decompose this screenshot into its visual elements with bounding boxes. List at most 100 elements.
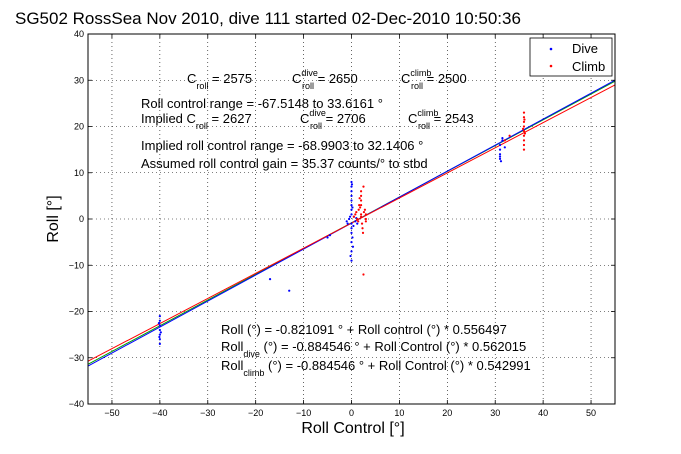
c-roll-annotation: Croll = 2575 [187,71,252,91]
x-axis-label: Roll Control [°] [301,420,404,437]
x-tick-label: −50 [104,408,119,418]
data-point-dive [158,335,161,339]
data-point-climb [522,130,526,133]
fit-equation-all: Roll (°) = -0.821091 ° + Roll control (°… [221,322,507,337]
data-point-dive [351,236,354,239]
data-point-climb [522,111,526,114]
implied-roll-control-range: Implied roll control range = -68.9903 to… [141,138,423,153]
y-tick-label: 30 [74,75,84,85]
data-point-climb [522,120,526,123]
chart-title: SG502 RossSea Nov 2010, dive 111 started… [15,9,521,28]
x-tick-label: 0 [349,408,354,418]
data-point-climb [361,227,364,230]
data-point-dive [350,241,353,244]
data-point-climb [352,215,355,218]
assumed-roll-control-gain: Assumed roll control gain = 35.37 counts… [141,156,428,171]
data-point-dive [288,289,291,292]
implied-c-roll-dive: Cdive roll = 2706 [300,108,366,131]
x-tick-label: 40 [538,408,548,418]
y-tick-label: −10 [69,260,84,270]
data-point-dive [350,199,353,202]
data-point-dive [345,220,348,223]
data-point-dive [498,143,502,147]
implied-c-roll-climb: Cclimb roll = 2543 [408,108,474,131]
data-point-dive [158,319,161,322]
data-point-dive [350,231,353,234]
data-point-climb [359,204,363,207]
y-tick-label: −40 [69,399,84,409]
implied-c-roll: Implied Croll = 2627 [141,111,252,131]
legend-label-climb: Climb [572,59,605,74]
data-point-dive [503,146,506,149]
data-point-dive [350,190,353,193]
data-point-dive [346,222,349,225]
data-point-dive [350,204,353,207]
data-point-dive [354,220,357,223]
data-point-dive [159,331,162,334]
data-point-dive [348,215,352,218]
data-point-dive [356,222,359,225]
data-point-climb [359,190,363,193]
data-point-climb [361,231,365,234]
data-point-climb [523,118,526,121]
y-tick-label: 10 [74,168,84,178]
x-tick-label: −10 [296,408,311,418]
data-point-dive [351,206,354,209]
data-point-climb [356,217,359,221]
data-point-climb [363,208,367,211]
legend-label-dive: Dive [572,41,598,56]
y-tick-label: −30 [69,353,84,363]
data-point-climb [523,132,527,135]
data-point-climb [355,210,358,214]
data-point-dive [351,245,355,248]
fit-equation-dive: Rolldive (°) = -0.884546 ° + Roll Contro… [221,339,526,359]
data-point-dive [350,250,353,253]
data-points [157,111,527,345]
data-point-climb [362,210,366,214]
data-point-climb [503,139,506,142]
data-point-dive [158,315,161,318]
y-tick-label: 20 [74,122,84,132]
data-point-climb [358,197,361,200]
data-point-dive [499,160,503,163]
data-point-climb [359,206,362,209]
data-point-climb [359,194,363,197]
axis-ticks: −50 −40 −30 −20 −10 0 10 20 30 40 50 −40 −30 −20 −10 0 1… [69,29,615,418]
x-tick-label: 50 [586,408,596,418]
data-point-dive [268,278,272,281]
data-point-climb [362,273,365,276]
data-point-climb [357,208,360,211]
data-point-dive [157,321,161,325]
c-roll-climb-annotation: Cclimb roll = 2500 [401,68,467,91]
x-tick-label: −40 [152,408,167,418]
fit-equation-climb: Rollclimb (°) = -0.884546 ° + Roll Contr… [221,358,531,378]
data-point-dive [498,157,502,160]
data-point-climb [508,134,511,137]
data-point-climb [522,134,526,137]
data-point-dive [350,222,353,225]
x-tick-label: 10 [394,408,404,418]
data-point-dive [501,139,504,142]
roll-control-range: Roll control range = -67.5148 to 33.6161… [141,96,383,111]
data-point-dive [501,136,504,140]
legend-marker-climb [549,64,553,68]
data-point-dive [326,236,329,239]
data-point-dive [158,333,161,336]
data-point-climb [359,199,363,202]
data-point-dive [498,155,502,158]
data-point-climb [522,116,526,119]
legend-marker-dive [549,47,553,51]
data-point-dive [348,217,351,221]
data-point-dive [350,194,353,197]
data-point-dive [498,153,502,156]
data-point-dive [498,148,502,151]
data-point-dive [350,208,353,211]
data-point-dive [158,324,161,327]
data-point-climb [364,217,367,221]
x-tick-label: −30 [200,408,215,418]
data-point-dive [158,342,161,345]
c-roll-dive-annotation: Cdive roll = 2650 [292,68,358,91]
legend: Dive Climb [529,37,613,77]
data-point-climb [522,143,526,147]
data-point-climb [522,125,526,128]
